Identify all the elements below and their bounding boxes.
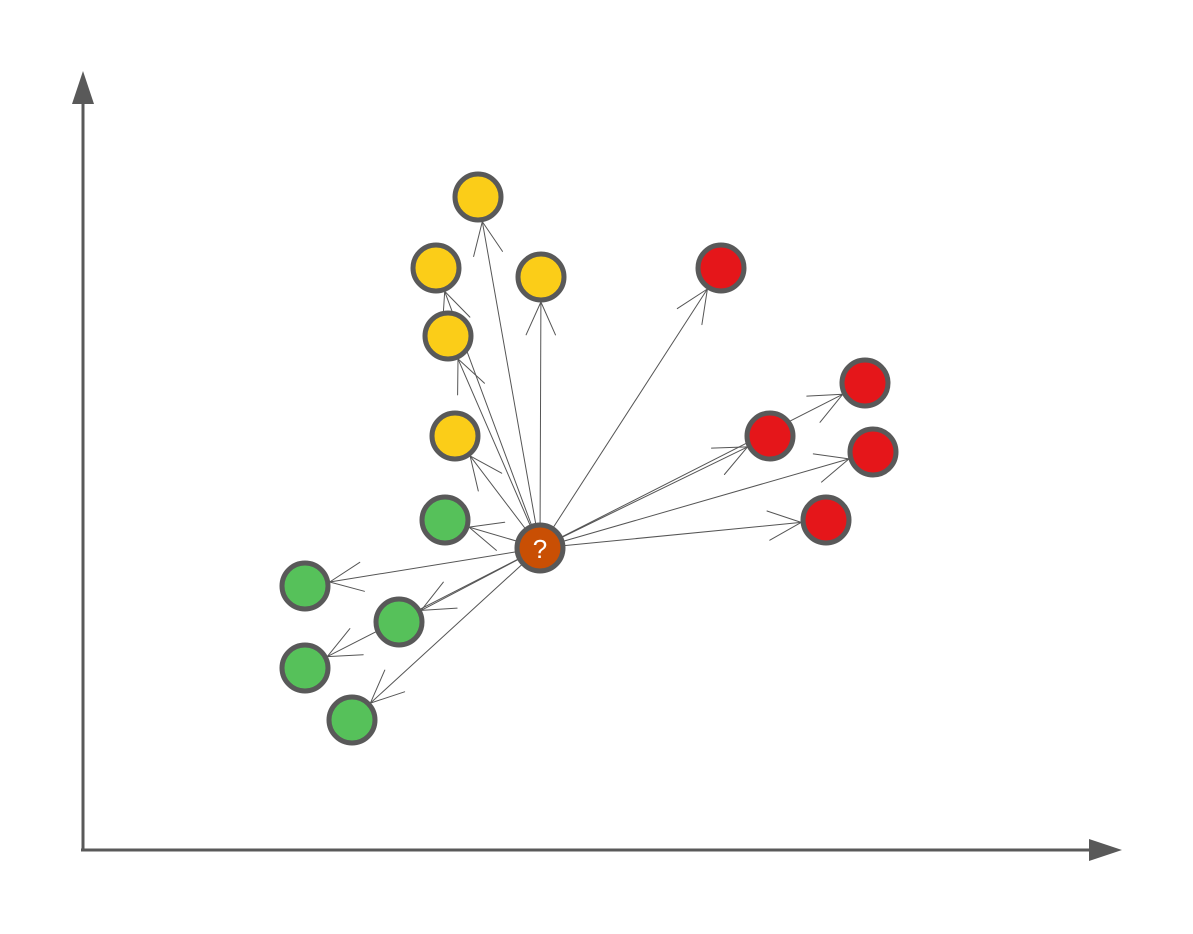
- arrowhead-left: [420, 581, 444, 611]
- green-point-g2: [279, 560, 331, 612]
- arrow-to-y4: [457, 358, 541, 549]
- arrow-to-r5: [539, 510, 802, 549]
- arrow-shaft: [457, 358, 541, 549]
- yellow-point-y5: [429, 410, 481, 462]
- arrow-shaft: [539, 301, 542, 549]
- arrowhead-left: [369, 669, 386, 704]
- x-axis-arrowhead: [1089, 839, 1122, 861]
- red-point-r3: [744, 410, 796, 462]
- arrow-to-y3: [525, 301, 556, 549]
- arrow-shaft: [539, 458, 850, 549]
- arrowhead-right: [473, 221, 483, 257]
- arrowhead-right: [812, 453, 850, 460]
- arrowhead-left: [469, 455, 503, 474]
- red-point-r2: [839, 357, 891, 409]
- red-point-r5: [800, 494, 852, 546]
- arrowhead-left: [821, 458, 850, 483]
- red-point-r4: [847, 426, 899, 478]
- arrowhead-left: [326, 628, 351, 658]
- arrowhead-left: [481, 221, 503, 252]
- arrow-to-g2: [329, 547, 541, 592]
- arrowhead-right: [469, 455, 479, 492]
- arrowhead-left: [769, 521, 802, 541]
- arrow-to-g4: [326, 547, 541, 658]
- arrow-shaft: [539, 446, 748, 549]
- arrow-shaft: [539, 521, 802, 549]
- arrowhead-right: [468, 526, 497, 551]
- arrowhead-left: [444, 290, 471, 318]
- arrowhead-right: [766, 510, 802, 523]
- y-axis-arrowhead: [72, 71, 94, 104]
- yellow-point-y3: [515, 251, 567, 303]
- yellow-point-y4: [422, 310, 474, 362]
- yellow-point-y1: [452, 171, 504, 223]
- yellow-point-y2: [410, 242, 462, 294]
- arrowhead-left: [540, 301, 556, 336]
- arrowhead-left: [457, 358, 485, 384]
- green-point-g3: [373, 596, 425, 648]
- arrowhead-left: [819, 393, 844, 423]
- green-point-g5: [326, 694, 378, 746]
- arrow-shaft: [539, 288, 708, 549]
- arrowhead-right: [711, 446, 748, 449]
- query-point: [514, 522, 566, 574]
- arrowhead-right: [525, 301, 542, 336]
- arrowhead-right: [676, 288, 708, 310]
- arrow-to-r2: [539, 393, 844, 549]
- query-point-label: ?: [533, 534, 547, 564]
- data-points: [279, 171, 899, 746]
- query-node: ?: [514, 522, 566, 574]
- arrow-shaft: [326, 547, 541, 658]
- arrow-to-g5: [369, 547, 541, 704]
- arrowhead-right: [329, 581, 365, 592]
- arrow-to-r1: [539, 288, 708, 549]
- arrow-shaft: [329, 547, 541, 583]
- arrow-to-r4: [539, 453, 850, 549]
- arrow-to-y1: [473, 221, 541, 549]
- green-point-g4: [279, 642, 331, 694]
- arrow-shaft: [481, 221, 541, 549]
- green-point-g1: [419, 494, 471, 546]
- arrowhead-left: [701, 288, 708, 326]
- arrowhead-left: [468, 521, 506, 528]
- arrow-to-r3: [539, 446, 748, 549]
- red-point-r1: [695, 242, 747, 294]
- arrowhead-right: [326, 654, 364, 658]
- arrowhead-left: [723, 446, 748, 475]
- arrowhead-right: [369, 691, 406, 704]
- arrow-shaft: [369, 547, 541, 704]
- arrowhead-left: [329, 561, 361, 583]
- arrowhead-right: [420, 607, 458, 611]
- distance-arrows: [326, 221, 850, 704]
- axes: [72, 71, 1122, 861]
- arrowhead-right: [806, 393, 844, 397]
- arrow-shaft: [539, 393, 844, 549]
